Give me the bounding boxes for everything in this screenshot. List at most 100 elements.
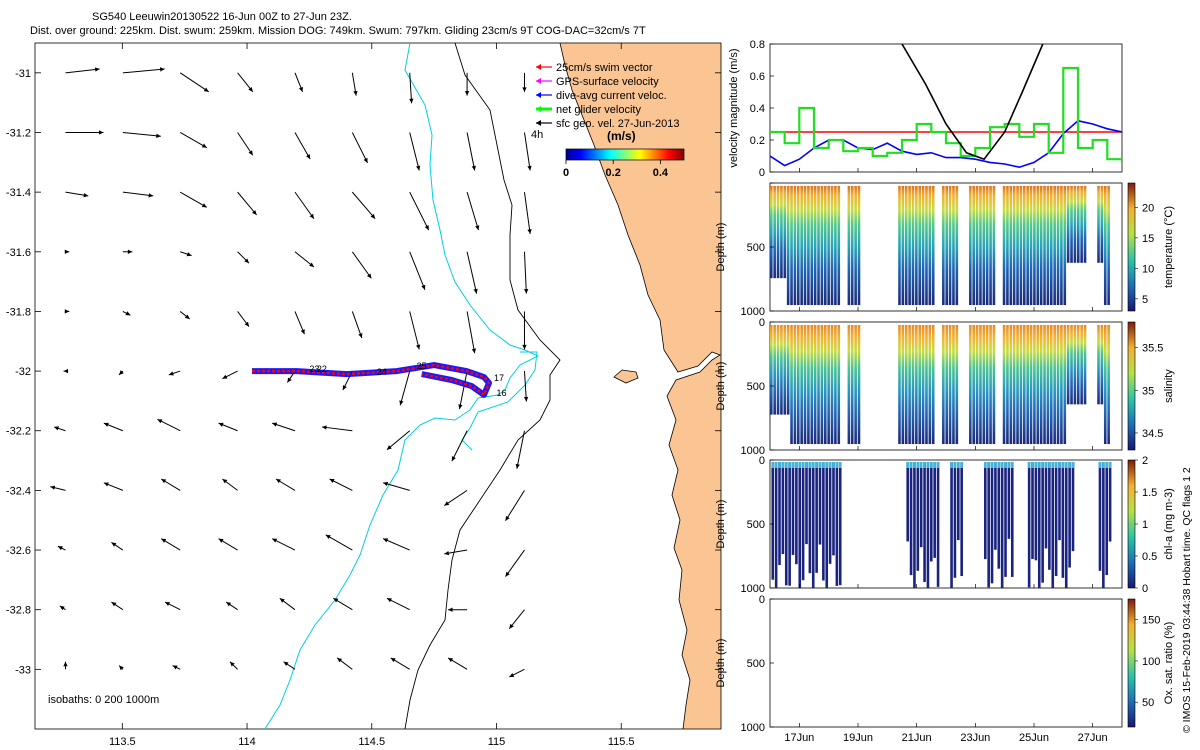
map-y-tick-label: -32.8 [6,605,31,617]
profile-column [960,462,963,577]
profile-surface [781,462,785,468]
profile-column [807,325,810,445]
profile-surface [801,462,805,468]
current-vector-head [226,602,232,607]
current-vector-head [54,426,60,431]
profile-column [1009,186,1013,306]
map-y-tick-label: -31.8 [6,306,31,318]
current-vector-head [63,368,69,374]
current-vector-head [275,478,281,484]
time-tick-label: 27Jun [1078,732,1108,744]
profile-column [827,325,830,445]
velocity-tick-label: 0.2 [750,135,765,147]
profile-column [770,186,773,279]
panel-colorbar [1127,182,1136,312]
profile-column [925,325,928,445]
profile-column [1076,186,1080,263]
profile-column [955,186,959,306]
current-vector [409,251,426,290]
profile-column [786,186,790,306]
profile-column [1002,186,1006,306]
profile-column [825,462,829,588]
velocity-series-line [770,66,1122,163]
velocity-tick-label: 0.8 [750,39,765,51]
current-vector [351,251,372,279]
current-vector-head [522,87,527,92]
depth-tick-label: 500 [747,519,765,531]
current-vector-head [156,133,161,138]
profile-surface [950,462,953,468]
current-vector-head [184,314,190,320]
profile-surface [805,462,808,468]
profile-column [784,462,788,586]
profile-column [837,325,841,445]
colorbar-label: chl-a (mg m-3) [1163,488,1175,560]
current-vector-head [416,165,421,171]
current-vector-head [383,481,389,487]
current-vector [179,132,208,149]
profile-column [1083,186,1087,263]
current-vector-head [306,154,311,160]
current-vector [321,426,353,432]
velocity-tick-label: 0.4 [750,103,765,115]
panel-colorbar [1127,598,1136,728]
current-vector [237,132,254,156]
profile-column [911,186,915,306]
panel-colorbar [1127,321,1136,451]
profile-column [979,186,982,306]
current-vector-head [386,598,392,603]
current-vector [179,72,209,93]
profile-column [972,325,975,445]
profile-surface [906,462,909,468]
time-tick-label: 17Jun [784,732,814,744]
profile-column [818,462,822,545]
profile-column [916,462,920,571]
profile-column [1029,325,1033,445]
profile-column [1029,186,1033,306]
current-vector-head [125,311,131,316]
profile-column [834,186,837,306]
profile-column [796,186,800,306]
current-vector-head [471,165,476,171]
profile-column [1066,186,1070,263]
profile-column [857,186,861,306]
profile-surface [815,462,818,468]
profile-surface [1048,462,1051,468]
current-vector-head [342,385,347,391]
current-vector-head [358,333,363,339]
profile-column [1053,325,1056,445]
profile-surface [835,462,839,468]
profile-column [786,325,790,415]
colorbar-tick-label: 0 [563,167,569,179]
time-tick-label: 21Jun [902,732,932,744]
profile-column [837,186,841,306]
colorbar-tick-label: 35 [1142,385,1154,397]
profile-column [1070,186,1073,263]
legend-label: GPS-surface velocity [556,76,659,88]
current-vector [399,370,411,406]
profile-column [904,186,908,306]
profile-column [1039,186,1043,306]
current-vector-head [57,546,63,551]
profile-column [1056,325,1060,445]
profile-column [780,186,783,279]
current-vector [466,311,476,354]
current-vector-head [298,86,303,92]
map-x-axis: 113.5 114 114.5 115 115.5 [109,43,635,748]
profile-column [796,325,800,445]
profile-surface [994,462,997,468]
current-vector-head [64,249,70,254]
map-x-tick-label: 115 [488,736,506,748]
isobath-1000 [404,43,561,729]
profile-column [1066,325,1070,405]
profile-column [788,462,791,586]
profile-surface [926,462,930,468]
current-vector-head [363,157,368,163]
current-vector-head [386,445,392,450]
current-vector [409,72,413,104]
depth-tick-label: 0 [759,317,765,329]
profile-column [942,186,945,306]
profile-column [1019,186,1023,306]
profile-surface [1027,462,1031,468]
profile-surface [957,462,960,468]
